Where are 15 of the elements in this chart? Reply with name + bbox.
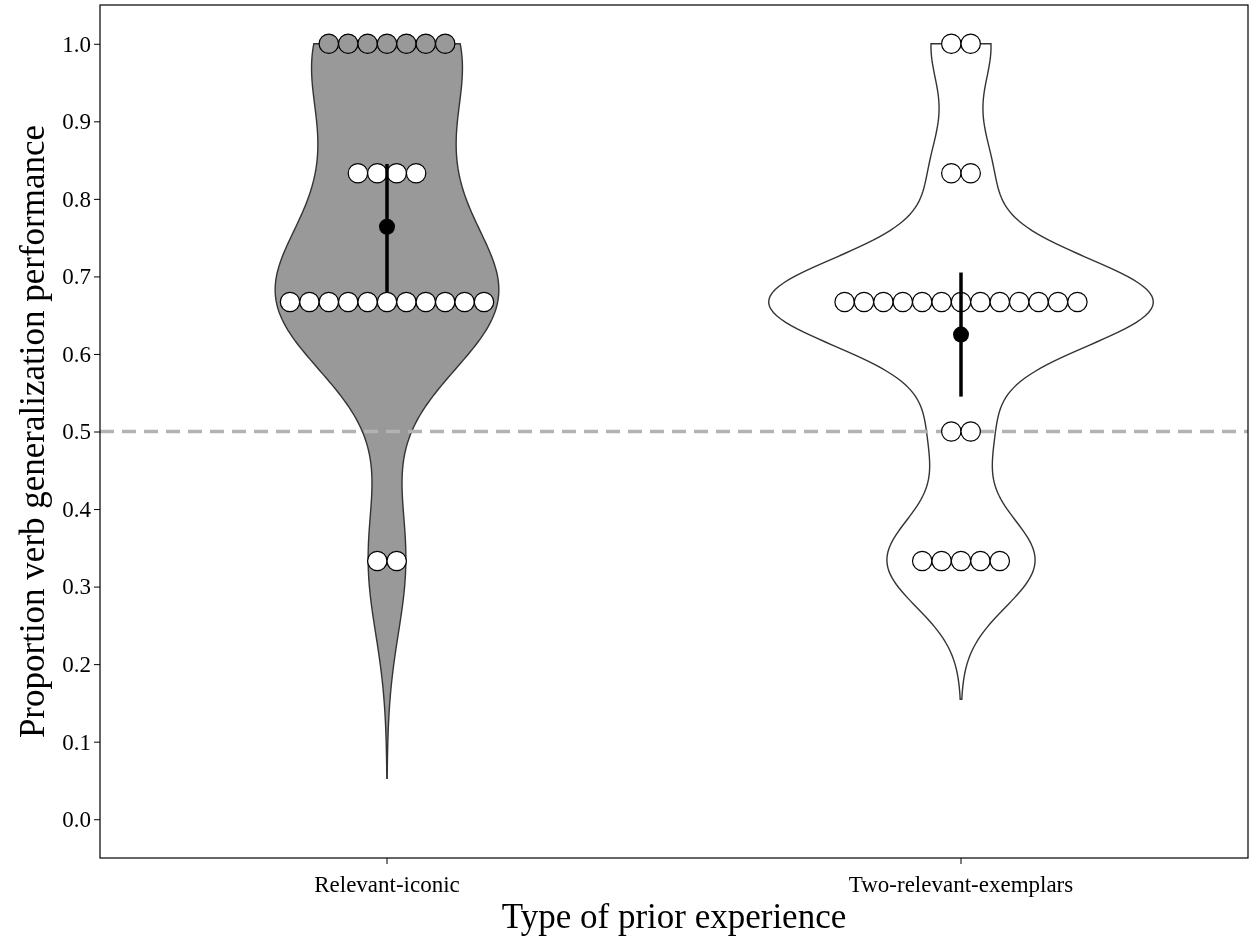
y-tick-label: 0.1	[62, 729, 91, 755]
y-axis-title: Proportion verb generalization performance	[13, 124, 52, 739]
y-tick-label: 0.8	[62, 186, 91, 212]
x-axis-title: Type of prior experience	[501, 897, 847, 936]
y-tick-label: 0.6	[62, 341, 91, 367]
y-tick-label: 0.2	[62, 652, 91, 677]
y-tick-label: 0.7	[62, 264, 91, 290]
y-tick-label: 0.5	[62, 419, 91, 445]
y-tick-label: 0.4	[62, 496, 92, 522]
x-tick-label: Two-relevant-exemplars	[848, 872, 1074, 898]
y-tick-label: 0.0	[62, 807, 91, 833]
y-tick-label: 0.3	[62, 574, 91, 600]
y-tick-label: 0.9	[62, 109, 91, 135]
y-tick-label: 1.0	[62, 31, 91, 57]
x-tick-label: Relevant-iconic	[314, 872, 460, 898]
